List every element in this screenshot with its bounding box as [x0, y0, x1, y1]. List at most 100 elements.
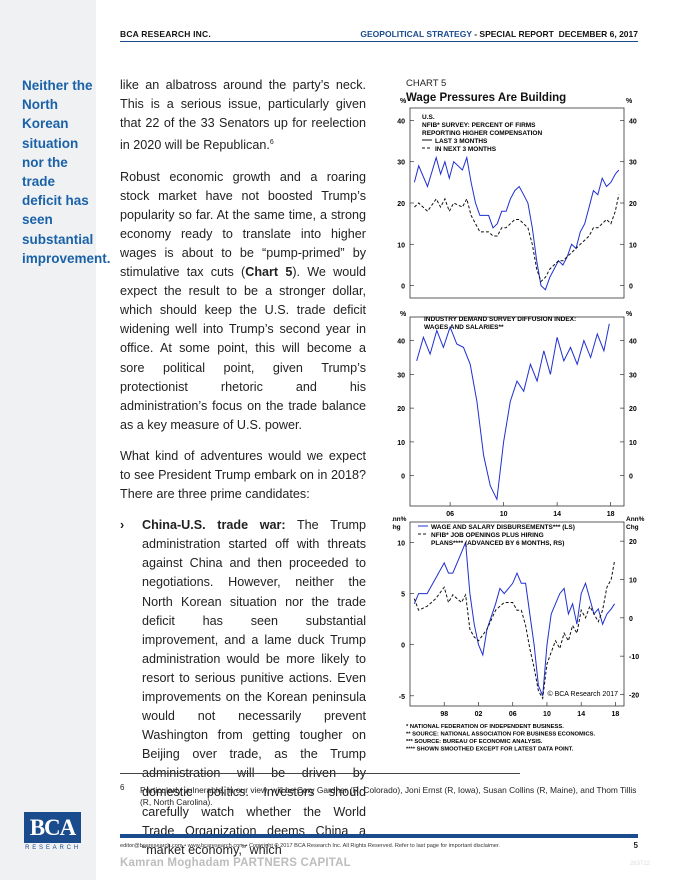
y-tick-label: 0 [629, 284, 633, 291]
chart-title: Wage Pressures Are Building [406, 92, 566, 104]
y-tick-label: 5 [401, 592, 405, 599]
series-line-1 [413, 155, 620, 291]
pull-quote: Neither the North Korean situation nor t… [22, 78, 111, 266]
paragraph-2-text-a: Robust economic growth and a roaring sto… [120, 169, 366, 280]
chart-ref: Chart 5 [245, 265, 293, 280]
y-label-left: Ann% [392, 516, 407, 523]
y-tick-label: 20 [629, 406, 637, 413]
panel-2-title: INDUSTRY DEMAND SURVEY DIFFUSION INDEX: [424, 316, 576, 323]
series-line-2 [414, 194, 620, 283]
y-tick-label: 40 [397, 118, 405, 125]
y-tick-label: 20 [629, 539, 637, 546]
panel-frame [409, 316, 625, 507]
y-tick-label: -5 [399, 694, 405, 701]
y-tick-label: 30 [397, 160, 405, 167]
header-rule [120, 41, 638, 42]
footnote-ref[interactable]: 6 [269, 139, 274, 147]
y-tick-label: 10 [629, 242, 637, 249]
footnote-number: 6 [120, 783, 125, 792]
bullet-text: The Trump administration started off wit… [142, 518, 366, 857]
series-line-diffusion [416, 323, 610, 502]
legend-label: PLANS**** (ADVANCED BY 6 MONTHS, RS) [431, 540, 564, 547]
series-line-nfib-hiring [413, 560, 616, 700]
bullet-arrow-icon: › [120, 518, 125, 533]
bullet-title: China-U.S. trade war: [142, 518, 286, 533]
footer-bar [120, 834, 638, 838]
y-tick-label: 10 [629, 578, 637, 585]
copyright-annotation: © BCA Research 2017 [547, 690, 618, 698]
footnote-text: Particularly vulnerable, in our view, wi… [140, 785, 637, 807]
y-unit-right: % [626, 98, 633, 105]
watermark-code: 263712 [629, 861, 650, 867]
y-tick-label: 40 [629, 118, 637, 125]
y-tick-label: 30 [629, 160, 637, 167]
y-tick-label: -10 [629, 654, 639, 661]
y-tick-label: 10 [397, 440, 405, 447]
y-unit-right: % [626, 311, 633, 318]
paragraph-3: What kind of adventures would we expect … [120, 448, 366, 502]
panel-2-title: WAGES AND SALARIES** [424, 324, 504, 331]
sidebar [0, 0, 96, 880]
panel-1-title: NFIB* SURVEY: PERCENT OF FIRMS [422, 122, 536, 129]
chart-footnote: **** SHOWN SMOOTHED EXCEPT FOR LATEST DA… [406, 747, 574, 753]
y-tick-label: 30 [397, 372, 405, 379]
y-tick-label: 0 [401, 284, 405, 291]
chart-label: CHART 5 [406, 78, 446, 89]
bca-logo: BCA [24, 812, 81, 843]
paragraph-1-text: like an albatross around the party’s nec… [120, 78, 366, 153]
paragraph-1: like an albatross around the party’s nec… [120, 76, 366, 156]
x-tick-label: 18 [612, 711, 620, 718]
x-tick-label: 06 [446, 511, 454, 518]
panel-frame [409, 521, 625, 707]
panel-1-title: REPORTING HIGHER COMPENSATION [422, 130, 542, 137]
x-tick-label: 06 [509, 711, 517, 718]
y-tick-label: 40 [629, 339, 637, 346]
footnote-rule [120, 773, 520, 774]
y-label-right: Chg [626, 524, 639, 531]
page-number: 5 [633, 841, 638, 850]
y-label-left: Chg [392, 524, 401, 531]
panel-1-title: U.S. [422, 114, 435, 121]
bca-logo-sub: RESEARCH [25, 845, 81, 851]
y-label-right: Ann% [626, 516, 645, 523]
footer-contact: editor@bcaresearch.com • www.bcaresearch… [120, 843, 500, 849]
x-tick-label: 14 [577, 711, 585, 718]
report-date: DECEMBER 6, 2017 [558, 29, 638, 39]
y-unit-left: % [400, 311, 407, 318]
company-header: BCA RESEARCH INC. [120, 29, 211, 39]
chart-svg: CHART 5 Wage Pressures Are Building 0 0 10… [388, 78, 645, 753]
y-tick-label: 20 [397, 406, 405, 413]
y-tick-label: 10 [397, 242, 405, 249]
legend-label: IN NEXT 3 MONTHS [435, 146, 497, 153]
watermark: Kamran Moghadam PARTNERS CAPITAL [120, 857, 351, 869]
report-subtype: - SPECIAL REPORT [471, 29, 554, 39]
y-tick-label: 20 [397, 201, 405, 208]
chart-footnote: * NATIONAL FEDERATION OF INDEPENDENT BUS… [406, 724, 564, 730]
y-tick-label: -20 [629, 693, 639, 700]
chart-footnote: *** SOURCE: BUREAU OF ECONOMIC ANALYSIS. [406, 739, 543, 745]
x-tick-label: 18 [607, 511, 615, 518]
paragraph-2: Robust economic growth and a roaring sto… [120, 168, 366, 435]
y-tick-label: 0 [629, 616, 633, 623]
report-header: GEOPOLITICAL STRATEGY - SPECIAL REPORT D… [360, 29, 638, 39]
legend-label: NFIB* JOB OPENINGS PLUS HIRING [431, 532, 544, 539]
report-type: GEOPOLITICAL STRATEGY [360, 29, 472, 39]
body-text: like an albatross around the party’s nec… [120, 76, 366, 872]
y-tick-label: 10 [629, 440, 637, 447]
y-tick-label: 0 [629, 474, 633, 481]
x-tick-label: 98 [440, 711, 448, 718]
chart-5: CHART 5 Wage Pressures Are Building 0 0 10… [388, 70, 658, 765]
bullet-item: › China-U.S. trade war: The Trump adminis… [120, 516, 366, 860]
y-tick-label: 20 [629, 201, 637, 208]
legend-label: WAGE AND SALARY DISBURSEMENTS*** (LS) [431, 524, 575, 531]
y-tick-label: 40 [397, 339, 405, 346]
paragraph-2-text-b: ). We would expect the result to be a st… [120, 265, 367, 432]
legend-label: LAST 3 MONTHS [435, 138, 488, 145]
x-tick-label: 10 [500, 511, 508, 518]
chart-footnote: ** SOURCE: NATIONAL ASSOCIATION FOR BUSI… [406, 732, 596, 738]
x-tick-label: 02 [475, 711, 483, 718]
y-tick-label: 30 [629, 372, 637, 379]
series-line-wages [413, 542, 616, 696]
y-unit-left: % [400, 98, 407, 105]
chart-panels: 0 0 10 10 20 20 30 30 40 40% % U.S.NFIB* SURVEY: PE… [388, 98, 645, 753]
